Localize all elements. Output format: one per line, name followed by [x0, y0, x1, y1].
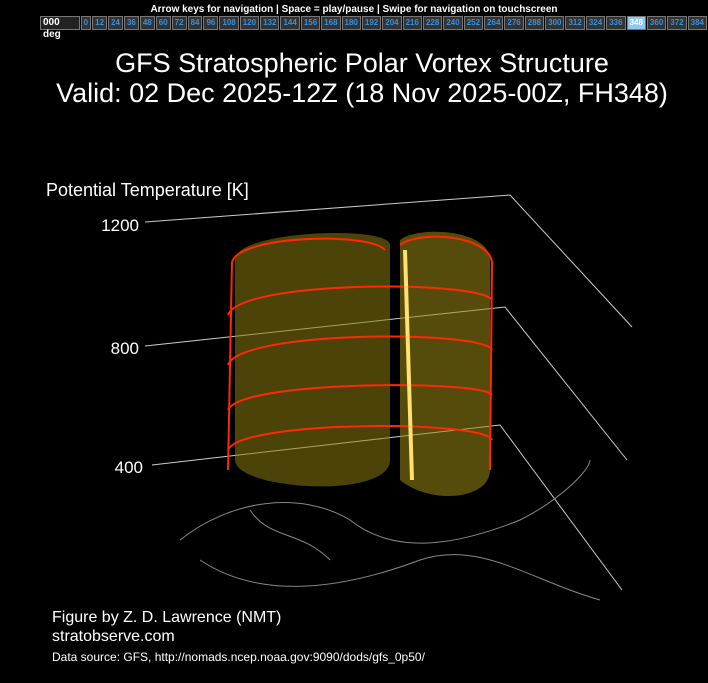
frame-button[interactable]: 60: [155, 16, 171, 30]
site: stratobserve.com: [52, 628, 175, 645]
credit: Figure by Z. D. Lawrence (NMT): [52, 609, 282, 626]
frame-button[interactable]: 252: [463, 16, 484, 30]
frame-button[interactable]: 300: [545, 16, 565, 30]
frame-button[interactable]: 48: [139, 16, 155, 30]
frame-button[interactable]: 156: [300, 16, 321, 30]
frame-button[interactable]: 372: [667, 16, 687, 30]
frame-button[interactable]: 24: [108, 16, 123, 30]
frame-button[interactable]: 336: [606, 16, 626, 30]
frame-button[interactable]: 360: [646, 16, 667, 30]
frame-button[interactable]: 72: [171, 16, 187, 30]
frame-button[interactable]: 216: [402, 16, 422, 30]
frame-button[interactable]: 168: [321, 16, 341, 30]
frame-button[interactable]: 312: [565, 16, 585, 30]
tick-label: 400: [115, 458, 143, 477]
frame-button[interactable]: 348: [626, 16, 646, 30]
frame-button[interactable]: 276: [504, 16, 524, 30]
frame-button[interactable]: 132: [260, 16, 280, 30]
vortex: [227, 231, 493, 497]
frame-button[interactable]: 180: [341, 16, 361, 30]
frame-button[interactable]: 000 deg: [40, 16, 80, 40]
frame-button[interactable]: 108: [219, 16, 239, 30]
frame-button[interactable]: 84: [187, 16, 203, 30]
title-line: Valid: 02 Dec 2025-12Z (18 Nov 2025-00Z,…: [56, 78, 668, 108]
title: GFS Stratospheric Polar Vortex Structure…: [0, 48, 708, 108]
frame-button[interactable]: 324: [585, 16, 606, 30]
frame-button[interactable]: 384: [687, 16, 707, 30]
frame-button[interactable]: 240: [443, 16, 463, 30]
nav-hint: Arrow keys for navigation | Space = play…: [150, 4, 558, 15]
frame-button[interactable]: 204: [382, 16, 402, 30]
frame-nav: 000 deg 0 12 24 36 48 60 72 84 96 108 120 132 144 156…: [40, 16, 708, 40]
title-line: GFS Stratospheric Polar Vortex Structure: [115, 48, 609, 78]
frame-button[interactable]: 144: [280, 16, 300, 30]
tick-label: 1200: [101, 216, 139, 235]
frame-button[interactable]: 228: [422, 16, 443, 30]
source: Data source: GFS, http://nomads.ncep.noa…: [52, 650, 425, 664]
frame-button[interactable]: 96: [203, 16, 219, 30]
frame-button[interactable]: 192: [361, 16, 382, 30]
frame-button[interactable]: 0: [80, 16, 92, 30]
frame-button[interactable]: 12: [92, 16, 108, 30]
coastlines: [179, 459, 601, 601]
axis-label: Potential Temperature [K]: [46, 180, 249, 200]
frame-button[interactable]: 288: [524, 16, 545, 30]
frame-button[interactable]: 36: [123, 16, 139, 30]
frame-button[interactable]: 264: [484, 16, 504, 30]
tick-label: 800: [111, 339, 139, 358]
frame-button[interactable]: 120: [239, 16, 260, 30]
